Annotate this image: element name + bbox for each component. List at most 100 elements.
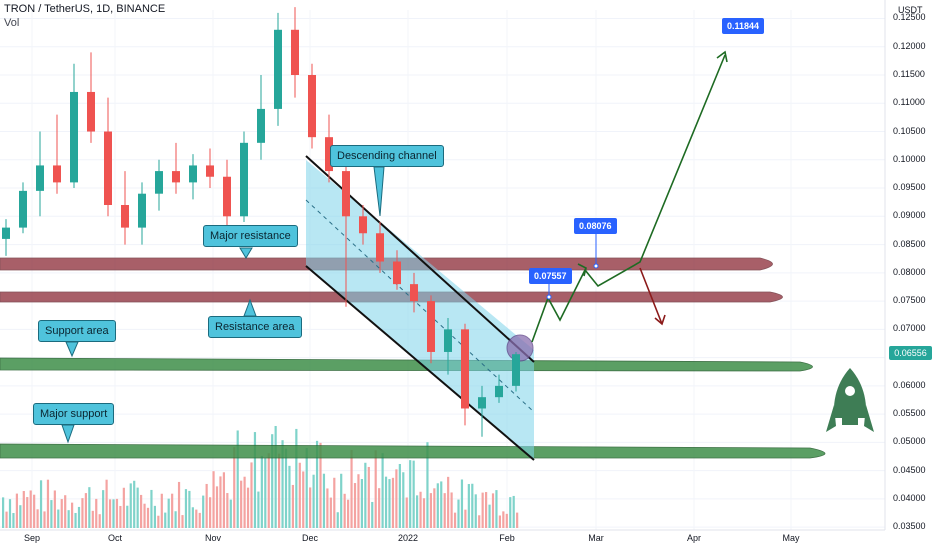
volume-bar	[384, 476, 388, 528]
volume-bar	[264, 458, 267, 528]
volume-bar	[485, 492, 488, 528]
volume-bar	[12, 513, 15, 528]
volume-bar	[433, 488, 436, 528]
volume-bar	[467, 484, 470, 528]
volume-bar	[322, 473, 326, 528]
candles[interactable]	[2, 7, 520, 437]
target-label-1[interactable]: 0.07557	[529, 268, 572, 284]
volume-bar	[167, 498, 170, 528]
y-tick-label: 0.03500	[893, 521, 926, 532]
volume-bar	[243, 476, 246, 528]
target-label-2[interactable]: 0.08076	[574, 218, 617, 234]
volume-bar	[222, 472, 225, 528]
candle-body	[291, 29, 299, 75]
volume-bar	[191, 507, 194, 528]
volume-bar	[15, 493, 18, 528]
volume-bar	[33, 494, 36, 528]
volume-bar	[140, 494, 143, 528]
candle-body	[427, 301, 435, 352]
current-price-tag: 0.06556	[889, 346, 932, 360]
candle-body	[223, 176, 231, 217]
volume-bar	[309, 487, 312, 528]
volume-bar	[298, 462, 301, 528]
candle-body	[70, 91, 78, 183]
volume-bar	[291, 484, 294, 528]
volume-bar	[474, 494, 477, 528]
volume-bar	[177, 481, 181, 528]
volume-bar	[188, 490, 191, 528]
candle-body	[274, 29, 282, 109]
candle-body	[512, 354, 520, 386]
y-tick-label: 0.11500	[893, 69, 925, 79]
volume-bar	[257, 491, 260, 528]
annotation-major-resistance[interactable]: Major resistance	[203, 225, 298, 247]
volume-bar	[226, 493, 229, 528]
volume-bar	[53, 490, 56, 528]
volume-bar	[388, 479, 391, 528]
volume-bar	[367, 466, 370, 528]
arrow-up-head	[716, 50, 728, 63]
volume-bar	[50, 500, 53, 528]
volume-bar	[360, 479, 363, 528]
volume-bar	[108, 499, 112, 528]
volume-bar	[5, 511, 8, 528]
volume-bar	[460, 479, 464, 528]
symbol-title[interactable]: TRON / TetherUS, 1D, BINANCE	[4, 3, 166, 15]
annotation-resistance-area[interactable]: Resistance area	[208, 316, 302, 338]
volume-bar	[29, 490, 32, 528]
annotation-major-support[interactable]: Major support	[33, 403, 115, 425]
price-projection	[531, 50, 728, 343]
volume-bar	[260, 455, 263, 528]
volume-bar	[350, 450, 353, 528]
volume-bar	[181, 515, 184, 528]
arrow-mid-head	[577, 263, 587, 277]
y-tick-label: 0.09000	[893, 210, 926, 221]
volume-bar	[371, 501, 374, 528]
annotation-support-area[interactable]: Support area	[38, 320, 116, 342]
y-tick-label: 0.04500	[893, 464, 926, 475]
candle-body	[308, 75, 316, 138]
volume-bar	[102, 490, 105, 528]
candle-body	[206, 165, 214, 177]
volume-bar	[19, 505, 22, 528]
volume-bar	[236, 430, 239, 528]
candle-body	[87, 91, 95, 132]
volume-bar	[409, 460, 412, 528]
annotation-descending-channel[interactable]: Descending channel	[330, 145, 444, 167]
rocket-fin-left	[826, 405, 836, 432]
candle-body	[376, 233, 384, 262]
volume-bar	[67, 510, 70, 528]
volume-bar	[516, 512, 519, 528]
volume-bar	[426, 442, 429, 528]
volume-bar	[64, 495, 67, 528]
volume-bar	[305, 448, 308, 528]
target-label-3[interactable]: 0.11844	[722, 18, 765, 34]
volume-bar	[164, 512, 167, 528]
volume-bar	[71, 502, 74, 528]
candle-body	[478, 397, 486, 409]
volume-bar	[202, 495, 205, 528]
volume-bar	[491, 493, 495, 528]
volume-bar	[105, 479, 108, 528]
x-tick-label: Feb	[499, 533, 515, 543]
volume-bar	[233, 447, 236, 528]
candle-body	[444, 329, 452, 352]
volume-bar	[353, 483, 357, 528]
volume-bar	[429, 493, 432, 528]
volume-bar	[212, 471, 215, 528]
volume-bar	[157, 515, 160, 528]
volume-bar	[278, 453, 281, 528]
pointer-support-area	[65, 341, 79, 358]
candle-body	[495, 385, 503, 398]
volume-legend[interactable]: Vol	[4, 17, 20, 29]
volume-bar	[374, 450, 377, 528]
channel-lower-line	[305, 265, 535, 461]
volume-bar	[319, 442, 322, 528]
volume-bar	[22, 491, 25, 528]
x-tick-label: May	[782, 533, 800, 543]
volume-bar	[253, 432, 257, 528]
volume-bar	[150, 489, 153, 528]
volume-bars	[2, 425, 519, 528]
y-tick-label: 0.06000	[893, 379, 926, 390]
